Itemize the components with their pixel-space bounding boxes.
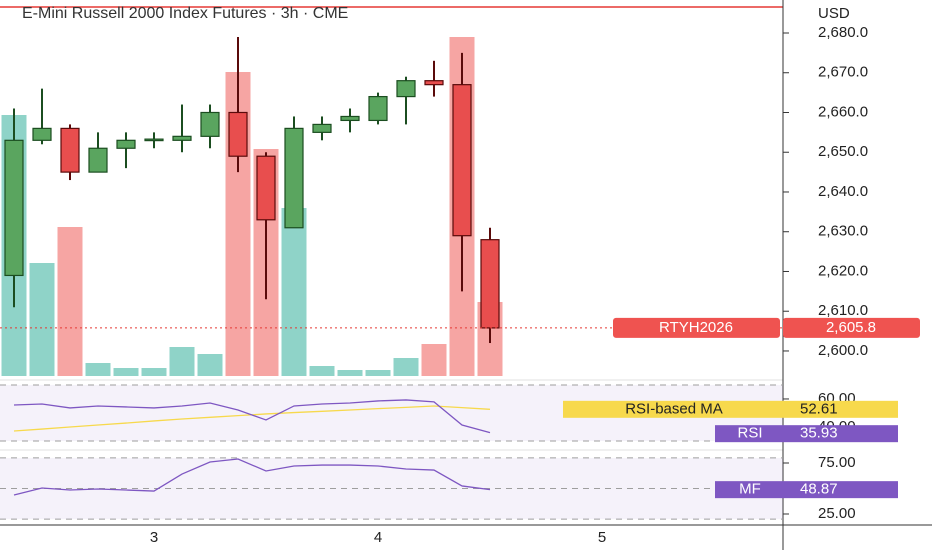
volume-bar <box>281 208 307 376</box>
candle-body <box>172 135 192 141</box>
candle-body <box>452 84 472 237</box>
volume-bar <box>197 354 223 376</box>
volume-bar <box>169 347 195 376</box>
indicator-tag <box>715 425 785 443</box>
candle-body <box>284 127 304 229</box>
indicator-value-text: 48.87 <box>800 481 838 498</box>
price-tick-label: 2,640.0 <box>818 183 868 200</box>
volume-bar <box>309 366 335 376</box>
price-tick-label: 2,600.0 <box>818 342 868 359</box>
candle-body <box>396 80 416 98</box>
candle-body <box>312 123 332 133</box>
price-tick-label: 2,650.0 <box>818 143 868 160</box>
candle-body <box>60 127 80 173</box>
price-tick-label: 2,660.0 <box>818 103 868 120</box>
candle-body <box>4 139 24 277</box>
volume-bar <box>393 358 419 376</box>
indicator-value-tag <box>785 425 898 443</box>
candle-body <box>200 111 220 137</box>
volume-bar <box>29 263 55 376</box>
price-tag <box>783 317 920 338</box>
candle-body <box>340 115 360 122</box>
volume-bar <box>141 368 167 376</box>
chart-title: E-Mini Russell 2000 Index Futures · 3h ·… <box>22 5 348 22</box>
indicator-value-text: 35.93 <box>800 425 838 442</box>
volume-bar <box>85 363 111 376</box>
indicator-tag <box>563 400 785 418</box>
indicator-value-tag <box>785 481 898 499</box>
candle-body <box>116 139 136 149</box>
candle-body <box>424 80 444 86</box>
candle-body <box>368 95 388 122</box>
symbol-tag-text: RTYH2026 <box>659 319 733 336</box>
volume-bar <box>57 227 83 376</box>
volume-bar <box>365 370 391 376</box>
candle-body <box>32 127 52 141</box>
currency-label: USD <box>818 5 850 22</box>
indicator-value-text: 52.61 <box>800 400 838 417</box>
mfi-line <box>13 458 491 496</box>
volume-bar <box>421 344 447 376</box>
time-tick-label: 3 <box>150 529 158 546</box>
indicator-value-tag <box>785 400 898 418</box>
time-tick-label: 4 <box>374 529 382 546</box>
price-tick-label: 2,670.0 <box>818 64 868 81</box>
indicator-tag-name: MF <box>739 481 761 498</box>
price-tick-label: 2,610.0 <box>818 302 868 319</box>
candle-body <box>88 147 108 173</box>
indicator-tag <box>715 481 785 499</box>
price-tag-text: 2,605.8 <box>826 319 876 336</box>
price-tick-label: 2,630.0 <box>818 223 868 240</box>
volume-bar <box>113 368 139 376</box>
symbol-tag <box>613 317 780 338</box>
candle-body <box>144 138 164 142</box>
candle-body <box>480 239 500 329</box>
price-tick-label: 2,620.0 <box>818 262 868 279</box>
indicator-tick-label: 75.00 <box>818 454 856 471</box>
indicator-tag-name: RSI <box>737 425 762 442</box>
volume-bar <box>337 370 363 376</box>
rsi-line <box>13 399 491 434</box>
time-tick-label: 5 <box>598 529 606 546</box>
candle-body <box>228 111 248 157</box>
indicator-tick-label: 25.00 <box>818 505 856 522</box>
price-tick-label: 2,680.0 <box>818 24 868 41</box>
candle-body <box>256 155 276 221</box>
indicator-tag-name: RSI-based MA <box>625 400 723 417</box>
